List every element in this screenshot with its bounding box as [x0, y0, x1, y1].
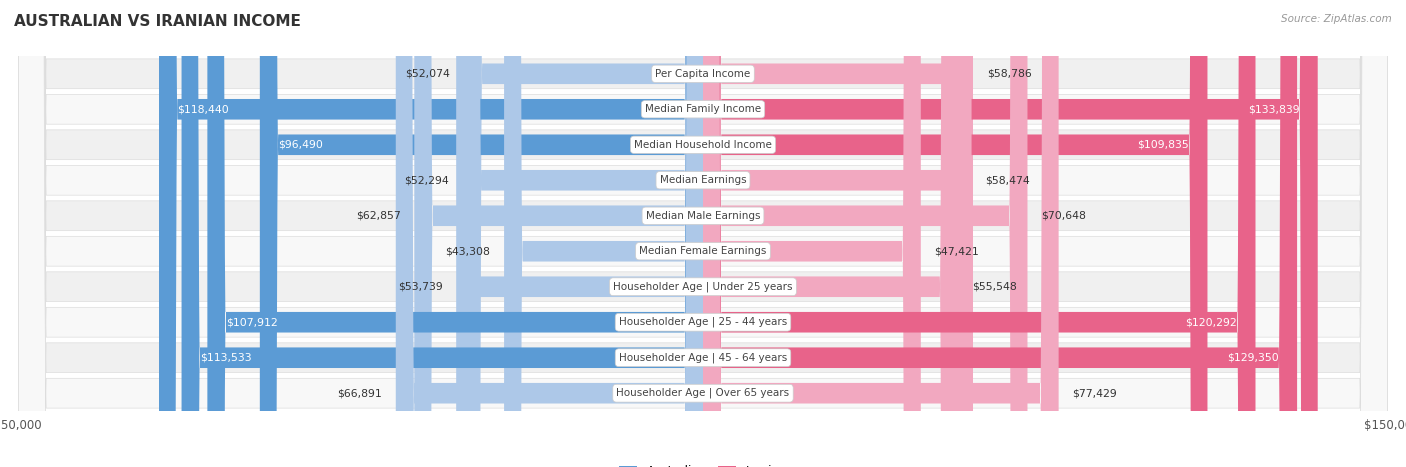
FancyBboxPatch shape — [703, 0, 973, 467]
FancyBboxPatch shape — [207, 0, 703, 467]
FancyBboxPatch shape — [703, 0, 1256, 467]
FancyBboxPatch shape — [703, 0, 921, 467]
FancyBboxPatch shape — [18, 0, 1388, 467]
Text: Median Family Income: Median Family Income — [645, 104, 761, 114]
Text: $133,839: $133,839 — [1247, 104, 1299, 114]
FancyBboxPatch shape — [703, 0, 1208, 467]
FancyBboxPatch shape — [18, 0, 1388, 467]
Text: $107,912: $107,912 — [226, 317, 277, 327]
Text: $118,440: $118,440 — [177, 104, 229, 114]
Text: $43,308: $43,308 — [446, 246, 491, 256]
Text: Householder Age | Under 25 years: Householder Age | Under 25 years — [613, 282, 793, 292]
Text: $70,648: $70,648 — [1042, 211, 1087, 221]
Text: $62,857: $62,857 — [356, 211, 401, 221]
FancyBboxPatch shape — [18, 0, 1388, 467]
FancyBboxPatch shape — [463, 0, 703, 467]
Text: Householder Age | 45 - 64 years: Householder Age | 45 - 64 years — [619, 353, 787, 363]
Text: Per Capita Income: Per Capita Income — [655, 69, 751, 79]
FancyBboxPatch shape — [18, 0, 1388, 467]
FancyBboxPatch shape — [456, 0, 703, 467]
FancyBboxPatch shape — [18, 0, 1388, 467]
Text: AUSTRALIAN VS IRANIAN INCOME: AUSTRALIAN VS IRANIAN INCOME — [14, 14, 301, 29]
Text: $52,294: $52,294 — [405, 175, 449, 185]
Text: Householder Age | Over 65 years: Householder Age | Over 65 years — [616, 388, 790, 398]
FancyBboxPatch shape — [703, 0, 1317, 467]
FancyBboxPatch shape — [703, 0, 972, 467]
Text: $47,421: $47,421 — [935, 246, 980, 256]
FancyBboxPatch shape — [18, 0, 1388, 467]
Text: Median Male Earnings: Median Male Earnings — [645, 211, 761, 221]
Text: $55,548: $55,548 — [972, 282, 1017, 292]
FancyBboxPatch shape — [415, 0, 703, 467]
Legend: Australian, Iranian: Australian, Iranian — [614, 460, 792, 467]
Text: $120,292: $120,292 — [1185, 317, 1237, 327]
FancyBboxPatch shape — [703, 0, 1298, 467]
Text: $58,786: $58,786 — [987, 69, 1032, 79]
FancyBboxPatch shape — [181, 0, 703, 467]
FancyBboxPatch shape — [395, 0, 703, 467]
Text: $53,739: $53,739 — [398, 282, 443, 292]
Text: Median Female Earnings: Median Female Earnings — [640, 246, 766, 256]
Text: $129,350: $129,350 — [1227, 353, 1278, 363]
Text: $58,474: $58,474 — [986, 175, 1031, 185]
Text: Source: ZipAtlas.com: Source: ZipAtlas.com — [1281, 14, 1392, 24]
FancyBboxPatch shape — [464, 0, 703, 467]
Text: $52,074: $52,074 — [405, 69, 450, 79]
Text: Median Household Income: Median Household Income — [634, 140, 772, 150]
FancyBboxPatch shape — [18, 0, 1388, 467]
Text: $113,533: $113,533 — [200, 353, 252, 363]
FancyBboxPatch shape — [18, 0, 1388, 467]
FancyBboxPatch shape — [505, 0, 703, 467]
FancyBboxPatch shape — [703, 0, 957, 467]
Text: Median Earnings: Median Earnings — [659, 175, 747, 185]
FancyBboxPatch shape — [703, 0, 1059, 467]
FancyBboxPatch shape — [703, 0, 1028, 467]
Text: Householder Age | 25 - 44 years: Householder Age | 25 - 44 years — [619, 317, 787, 327]
FancyBboxPatch shape — [260, 0, 703, 467]
FancyBboxPatch shape — [159, 0, 703, 467]
FancyBboxPatch shape — [18, 0, 1388, 467]
Text: $109,835: $109,835 — [1137, 140, 1189, 150]
Text: $77,429: $77,429 — [1073, 388, 1118, 398]
Text: $96,490: $96,490 — [278, 140, 323, 150]
Text: $66,891: $66,891 — [337, 388, 382, 398]
FancyBboxPatch shape — [18, 0, 1388, 467]
